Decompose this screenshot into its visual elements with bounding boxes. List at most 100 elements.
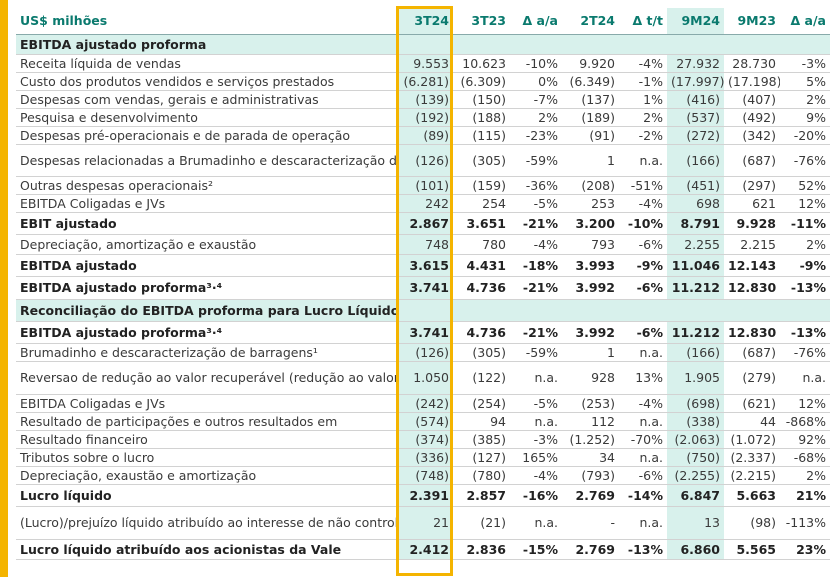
value-cell: (126) bbox=[396, 144, 453, 177]
value-cell: -15% bbox=[510, 539, 562, 560]
row-label: Despesas com vendas, gerais e administra… bbox=[16, 90, 396, 109]
value-cell: 8.791 bbox=[667, 212, 724, 235]
value-cell: 5.565 bbox=[724, 539, 780, 560]
value-cell: 112 bbox=[562, 412, 619, 431]
value-cell: 793 bbox=[562, 234, 619, 255]
value-cell: n.a. bbox=[619, 448, 667, 467]
row-label: Outras despesas operacionais² bbox=[16, 176, 396, 195]
value-cell: 3.741 bbox=[396, 276, 453, 300]
value-cell: 21% bbox=[780, 484, 830, 507]
table-row: EBITDA Coligadas e JVs 242 254 -5% 253 -4% 698… bbox=[16, 194, 830, 213]
section-title: Reconciliação do EBITDA proforma para Lu… bbox=[16, 299, 830, 322]
value-cell: 12% bbox=[780, 194, 830, 213]
value-cell: (793) bbox=[562, 466, 619, 485]
value-cell: 1.050 bbox=[396, 361, 453, 395]
value-cell: -6% bbox=[619, 321, 667, 344]
value-cell: (2.255) bbox=[667, 466, 724, 485]
header-delta-aa: Δ a/a bbox=[510, 8, 562, 35]
value-cell: -76% bbox=[780, 343, 830, 362]
table-row: Pesquisa e desenvolvimento (192) (188) 2% (1… bbox=[16, 108, 830, 127]
value-cell: 12.830 bbox=[724, 321, 780, 344]
value-cell: -76% bbox=[780, 144, 830, 177]
value-cell: (305) bbox=[453, 343, 510, 362]
value-cell: (780) bbox=[453, 466, 510, 485]
value-cell: 2.857 bbox=[453, 484, 510, 507]
value-cell: 242 bbox=[396, 194, 453, 213]
value-cell: 28.730 bbox=[724, 54, 780, 73]
value-cell: n.a. bbox=[619, 506, 667, 540]
row-label: Custo dos produtos vendidos e serviços p… bbox=[16, 72, 396, 91]
value-cell: -4% bbox=[619, 194, 667, 213]
value-cell: 2.255 bbox=[667, 234, 724, 255]
value-cell: -13% bbox=[780, 321, 830, 344]
value-cell: n.a. bbox=[619, 412, 667, 431]
value-cell: -23% bbox=[510, 126, 562, 145]
table-row: Despesas relacionadas a Brumadinho e des… bbox=[16, 144, 830, 177]
value-cell: (621) bbox=[724, 394, 780, 413]
value-cell: (254) bbox=[453, 394, 510, 413]
value-cell: 9% bbox=[780, 108, 830, 127]
value-cell: (279) bbox=[724, 361, 780, 395]
row-label: Receita líquida de vendas bbox=[16, 54, 396, 73]
header-9m24: 9M24 bbox=[667, 8, 724, 35]
table-body: EBITDA ajustado proforma Receita líquida … bbox=[16, 34, 830, 560]
value-cell: -14% bbox=[619, 484, 667, 507]
value-cell: -10% bbox=[510, 54, 562, 73]
value-cell: n.a. bbox=[780, 361, 830, 395]
value-cell: 4.736 bbox=[453, 321, 510, 344]
value-cell: (89) bbox=[396, 126, 453, 145]
row-label: EBITDA Coligadas e JVs bbox=[16, 194, 396, 213]
value-cell: 34 bbox=[562, 448, 619, 467]
value-cell: (1.252) bbox=[562, 430, 619, 449]
value-cell: (2.337) bbox=[724, 448, 780, 467]
table-row: Custo dos produtos vendidos e serviços p… bbox=[16, 72, 830, 91]
value-cell: -13% bbox=[780, 276, 830, 300]
value-cell: (416) bbox=[667, 90, 724, 109]
value-cell: 11.046 bbox=[667, 254, 724, 277]
value-cell: (2.215) bbox=[724, 466, 780, 485]
row-label: EBITDA ajustado bbox=[16, 254, 396, 277]
value-cell: -70% bbox=[619, 430, 667, 449]
value-cell: 1% bbox=[619, 90, 667, 109]
value-cell: (305) bbox=[453, 144, 510, 177]
value-cell: -59% bbox=[510, 343, 562, 362]
value-cell: -4% bbox=[510, 234, 562, 255]
value-cell: 3.992 bbox=[562, 276, 619, 300]
table-row: EBITDA ajustado proforma³·⁴ 3.741 4.736 -21… bbox=[16, 276, 830, 300]
value-cell: (101) bbox=[396, 176, 453, 195]
value-cell: -18% bbox=[510, 254, 562, 277]
row-label: Pesquisa e desenvolvimento bbox=[16, 108, 396, 127]
value-cell: (253) bbox=[562, 394, 619, 413]
header-delta-aa-9m: Δ a/a bbox=[780, 8, 830, 35]
value-cell: -10% bbox=[619, 212, 667, 235]
value-cell: (166) bbox=[667, 343, 724, 362]
value-cell: (139) bbox=[396, 90, 453, 109]
value-cell: -11% bbox=[780, 212, 830, 235]
value-cell: (242) bbox=[396, 394, 453, 413]
row-label: EBIT ajustado bbox=[16, 212, 396, 235]
value-cell: 165% bbox=[510, 448, 562, 467]
table-row: Despesas pré-operacionais e de parada de… bbox=[16, 126, 830, 145]
row-label: Resultado de participações e outros resu… bbox=[16, 412, 396, 431]
value-cell: -4% bbox=[510, 466, 562, 485]
value-cell: 5.663 bbox=[724, 484, 780, 507]
value-cell: 21 bbox=[396, 506, 453, 540]
value-cell: -21% bbox=[510, 276, 562, 300]
table-row: Receita líquida de vendas 9.553 10.623 -10%… bbox=[16, 54, 830, 73]
table-row: Tributos sobre o lucro (336) (127) 165% 34 n.… bbox=[16, 448, 830, 467]
value-cell: 52% bbox=[780, 176, 830, 195]
value-cell: 748 bbox=[396, 234, 453, 255]
row-label: Depreciação, exaustão e amortização bbox=[16, 466, 396, 485]
value-cell: -113% bbox=[780, 506, 830, 540]
value-cell: (2.063) bbox=[667, 430, 724, 449]
value-cell: 4.736 bbox=[453, 276, 510, 300]
value-cell: 9.553 bbox=[396, 54, 453, 73]
value-cell: (91) bbox=[562, 126, 619, 145]
value-cell: n.a. bbox=[510, 412, 562, 431]
value-cell: -6% bbox=[619, 234, 667, 255]
value-cell: 27.932 bbox=[667, 54, 724, 73]
value-cell: -59% bbox=[510, 144, 562, 177]
value-cell: -21% bbox=[510, 321, 562, 344]
value-cell: -20% bbox=[780, 126, 830, 145]
value-cell: n.a. bbox=[619, 144, 667, 177]
